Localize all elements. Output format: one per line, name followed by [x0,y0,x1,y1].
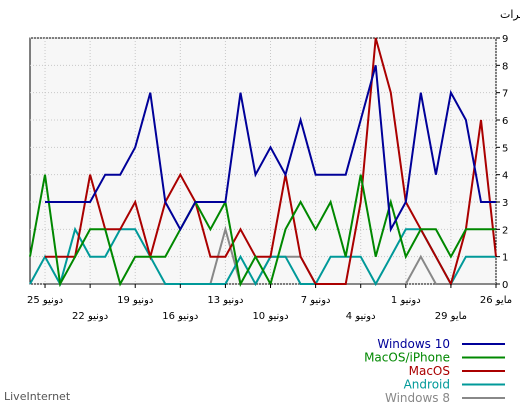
y-tick-label: 4 [502,171,508,182]
y-tick-label: 9 [502,34,508,45]
x-tick-label: 13 دونيو [207,295,243,306]
y-tick-label: 7 [502,89,508,100]
y-tick-label: 6 [502,116,508,127]
brand-label: LiveInternet [4,390,71,403]
legend-label: Windows 10 [377,337,450,351]
y-tick-label: 2 [502,225,508,236]
legend-label: Android [404,378,450,392]
y-tick-label: 1 [502,253,508,264]
y-tick-label: 0 [502,280,508,291]
x-tick-label: 26 مايو [480,295,512,306]
x-tick-label: 10 دونيو [252,311,288,322]
unit-label: المرات [500,8,520,21]
x-tick-label: 19 دونيو [117,295,153,306]
grid-lines [30,37,497,285]
series-line-macos-iphone [29,174,496,288]
legend-label: MacOS/iPhone [364,351,450,365]
series-lines [29,37,497,288]
y-tick-label: 3 [502,198,508,209]
x-tick-label: 7 دونيو [301,295,331,306]
y-tick-label: 8 [502,61,508,72]
x-tick-label: 16 دونيو [162,311,198,322]
series-line-windows-10 [45,65,496,233]
legend-label: Windows 8 [385,391,450,405]
legend-label: MacOS [409,364,450,378]
x-tick-label: 29 مايو [435,311,467,322]
x-tick-label: 25 دونيو [27,295,63,306]
x-tick-label: 4 دونيو [346,311,376,322]
y-tick-label: 5 [502,143,508,154]
legend: Windows 10MacOS/iPhoneMacOSAndroidWindow… [364,337,505,405]
x-axis-ticks: 26 مايو 29 مايو 1 دونيو 4 دونيو 7 دونيو 10 دو… [27,284,512,322]
x-tick-label: 1 دونيو [391,295,421,306]
x-tick-label: 22 دونيو [72,311,108,322]
y-axis-ticks: 0 1 2 3 4 5 6 7 8 9 [496,34,508,291]
